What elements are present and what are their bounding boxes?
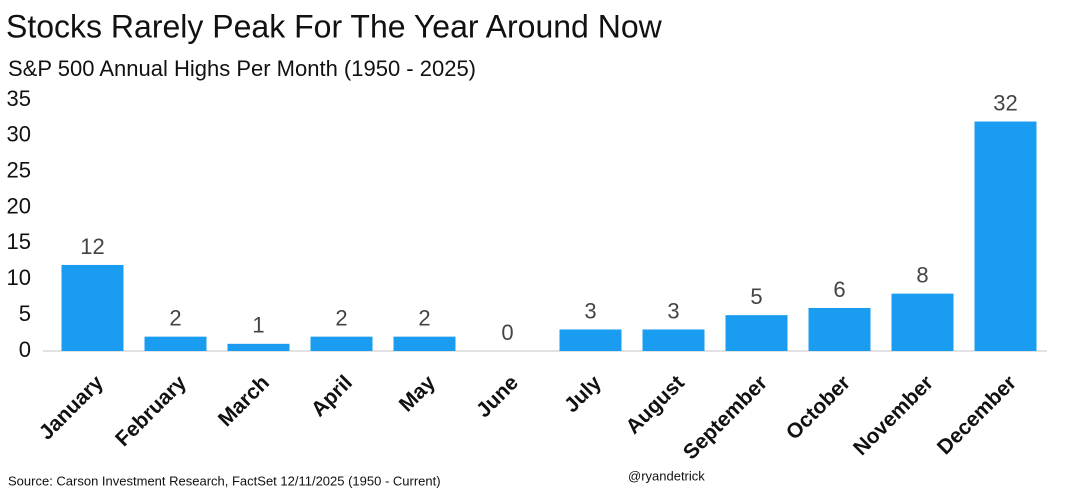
bar [227,343,290,351]
value-label: 0 [501,320,513,345]
y-tick-label: 30 [7,122,31,147]
bar [642,329,705,351]
value-label: 12 [80,234,104,259]
bar [393,336,456,351]
bar [974,121,1037,351]
value-label: 1 [252,313,264,338]
bar [891,293,954,351]
value-label: 2 [335,305,347,330]
y-tick-label: 15 [7,229,31,254]
value-label: 5 [750,284,762,309]
chart-title: Stocks Rarely Peak For The Year Around N… [6,8,663,44]
y-tick-label: 20 [7,193,31,218]
author-handle: @ryandetrick [628,468,705,483]
value-label: 2 [418,305,430,330]
bar [725,315,788,351]
value-label: 6 [833,277,845,302]
value-label: 3 [584,298,596,323]
y-tick-label: 35 [7,86,31,111]
y-tick-label: 0 [19,337,31,362]
y-tick-label: 25 [7,158,31,183]
bar [310,336,373,351]
bar [144,336,207,351]
value-label: 32 [993,90,1017,115]
bar [808,307,871,351]
bar [61,264,124,351]
value-label: 3 [667,298,679,323]
source-note: Source: Carson Investment Research, Fact… [8,473,441,488]
chart-subtitle: S&P 500 Annual Highs Per Month (1950 - 2… [8,56,476,81]
value-label: 8 [916,262,928,287]
bar [559,329,622,351]
value-label: 2 [169,305,181,330]
y-tick-label: 10 [7,265,31,290]
y-tick-label: 5 [19,301,31,326]
